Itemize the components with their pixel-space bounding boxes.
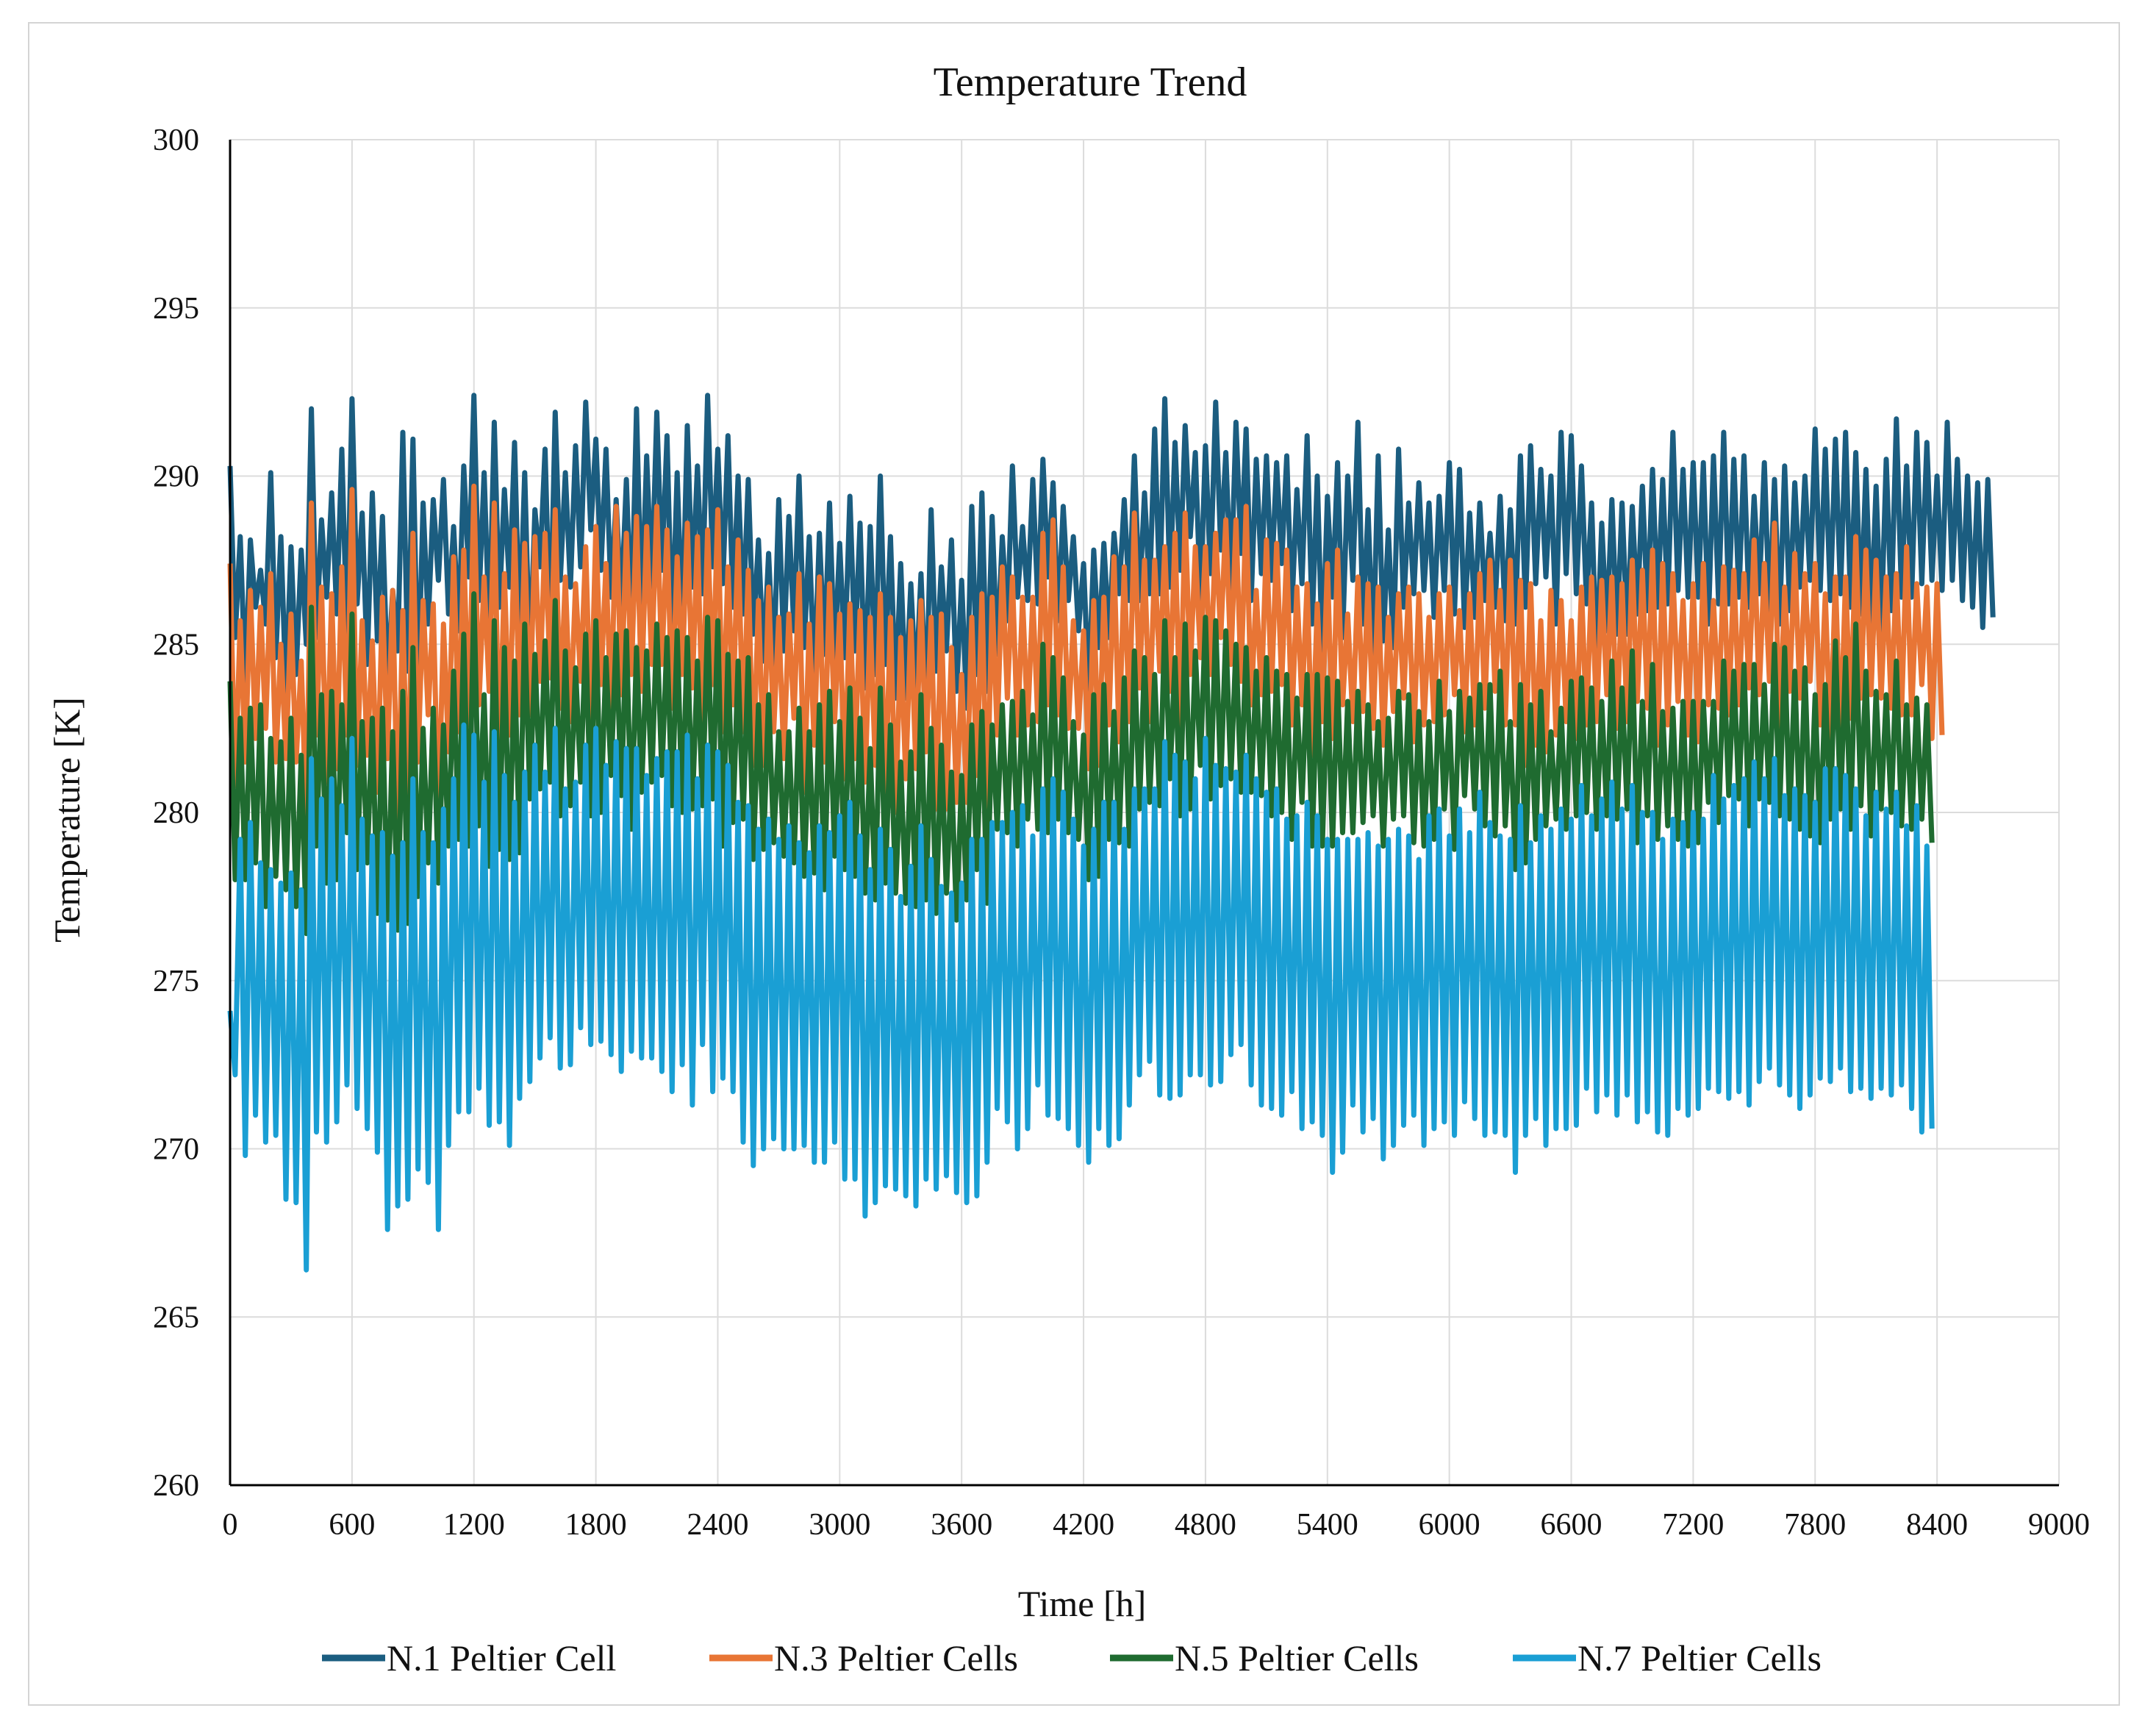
y-tick-label: 285: [153, 628, 199, 662]
y-tick-label: 280: [153, 796, 199, 830]
y-axis-label: Temperature [K]: [46, 697, 87, 943]
y-tick-label: 270: [153, 1133, 199, 1167]
x-tick-label: 3600: [931, 1508, 992, 1542]
legend-label: N.1 Peltier Cell: [387, 1637, 616, 1679]
x-tick-label: 4200: [1053, 1508, 1114, 1542]
chart-title: Temperature Trend: [934, 60, 1247, 105]
legend: N.1 Peltier Cell N.3 Peltier Cells N.5 Pel…: [322, 1637, 1822, 1679]
x-tick-label: 1200: [443, 1508, 505, 1542]
y-tick-label: 295: [153, 292, 199, 326]
x-axis-label: Time [h]: [1018, 1583, 1147, 1624]
legend-label: N.3 Peltier Cells: [774, 1637, 1018, 1679]
x-tick-labels: 0 600 1200 1800 2400 3000 3600 4200 4800 5400 6000…: [223, 1508, 2091, 1542]
y-tick-label: 300: [153, 124, 199, 157]
y-tick-label: 265: [153, 1301, 199, 1334]
legend-label: N.7 Peltier Cells: [1577, 1637, 1822, 1679]
x-tick-label: 7800: [1784, 1508, 1846, 1542]
x-tick-label: 5400: [1297, 1508, 1358, 1542]
series-line-2: [227, 483, 1945, 835]
series-line-4: [227, 722, 1935, 1273]
y-tick-label: 290: [153, 460, 199, 494]
x-tick-label: 2400: [687, 1508, 748, 1542]
series-lines: [227, 393, 1996, 1273]
legend-label: N.5 Peltier Cells: [1175, 1637, 1419, 1679]
x-tick-label: 3000: [809, 1508, 870, 1542]
y-tick-label: 260: [153, 1469, 199, 1503]
x-tick-label: 1800: [565, 1508, 627, 1542]
x-tick-label: 9000: [2028, 1508, 2090, 1542]
x-tick-label: 8400: [1906, 1508, 1968, 1542]
x-tick-label: 0: [223, 1508, 238, 1542]
series-line-3: [227, 591, 1935, 937]
y-tick-labels: 260 265 270 275 280 285 290 295 300: [153, 124, 199, 1503]
x-tick-label: 6000: [1419, 1508, 1480, 1542]
x-tick-label: 4800: [1175, 1508, 1236, 1542]
y-tick-label: 275: [153, 965, 199, 998]
axes: [229, 140, 2059, 1487]
x-tick-label: 600: [329, 1508, 375, 1542]
x-tick-label: 6600: [1541, 1508, 1602, 1542]
x-tick-label: 7200: [1662, 1508, 1724, 1542]
